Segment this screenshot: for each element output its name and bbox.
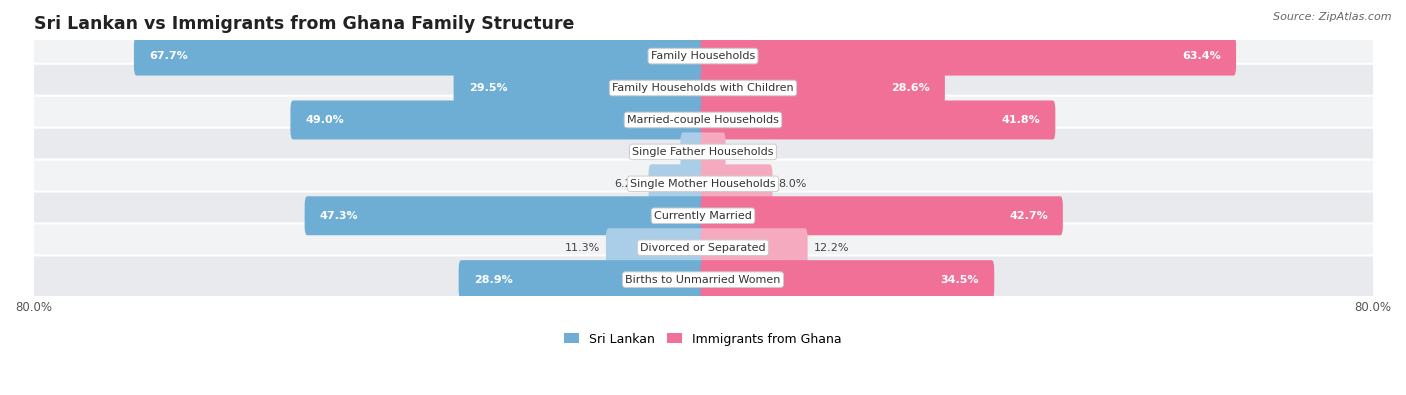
Text: 12.2%: 12.2% — [814, 243, 849, 253]
Text: 6.2%: 6.2% — [614, 179, 643, 189]
Text: 8.0%: 8.0% — [779, 179, 807, 189]
FancyBboxPatch shape — [305, 196, 706, 235]
FancyBboxPatch shape — [454, 69, 706, 107]
Text: Currently Married: Currently Married — [654, 211, 752, 221]
Text: 49.0%: 49.0% — [305, 115, 344, 125]
Text: 11.3%: 11.3% — [565, 243, 600, 253]
Text: Source: ZipAtlas.com: Source: ZipAtlas.com — [1274, 12, 1392, 22]
FancyBboxPatch shape — [31, 192, 1375, 240]
Text: Married-couple Households: Married-couple Households — [627, 115, 779, 125]
FancyBboxPatch shape — [700, 37, 1236, 75]
Text: Single Father Households: Single Father Households — [633, 147, 773, 157]
Text: Single Mother Households: Single Mother Households — [630, 179, 776, 189]
FancyBboxPatch shape — [681, 132, 706, 171]
FancyBboxPatch shape — [31, 256, 1375, 304]
Text: Divorced or Separated: Divorced or Separated — [640, 243, 766, 253]
FancyBboxPatch shape — [700, 196, 1063, 235]
Text: Births to Unmarried Women: Births to Unmarried Women — [626, 275, 780, 285]
FancyBboxPatch shape — [458, 260, 706, 299]
Text: 29.5%: 29.5% — [468, 83, 508, 93]
FancyBboxPatch shape — [291, 100, 706, 139]
Text: 2.4%: 2.4% — [645, 147, 675, 157]
FancyBboxPatch shape — [31, 64, 1375, 112]
FancyBboxPatch shape — [31, 128, 1375, 176]
Text: 34.5%: 34.5% — [941, 275, 979, 285]
Text: 42.7%: 42.7% — [1010, 211, 1047, 221]
FancyBboxPatch shape — [700, 132, 725, 171]
Text: 28.6%: 28.6% — [891, 83, 929, 93]
FancyBboxPatch shape — [700, 100, 1056, 139]
FancyBboxPatch shape — [31, 224, 1375, 272]
Text: Family Households: Family Households — [651, 51, 755, 61]
FancyBboxPatch shape — [700, 164, 772, 203]
Text: 41.8%: 41.8% — [1001, 115, 1040, 125]
Text: Family Households with Children: Family Households with Children — [612, 83, 794, 93]
Text: 67.7%: 67.7% — [149, 51, 188, 61]
FancyBboxPatch shape — [648, 164, 706, 203]
FancyBboxPatch shape — [700, 69, 945, 107]
FancyBboxPatch shape — [31, 32, 1375, 80]
FancyBboxPatch shape — [606, 228, 706, 267]
FancyBboxPatch shape — [134, 37, 706, 75]
Text: 47.3%: 47.3% — [319, 211, 359, 221]
Text: Sri Lankan vs Immigrants from Ghana Family Structure: Sri Lankan vs Immigrants from Ghana Fami… — [34, 15, 574, 33]
Text: 28.9%: 28.9% — [474, 275, 512, 285]
FancyBboxPatch shape — [31, 160, 1375, 208]
FancyBboxPatch shape — [700, 260, 994, 299]
FancyBboxPatch shape — [700, 228, 807, 267]
FancyBboxPatch shape — [31, 96, 1375, 144]
Text: 2.4%: 2.4% — [731, 147, 761, 157]
Legend: Sri Lankan, Immigrants from Ghana: Sri Lankan, Immigrants from Ghana — [564, 333, 842, 346]
Text: 63.4%: 63.4% — [1182, 51, 1220, 61]
